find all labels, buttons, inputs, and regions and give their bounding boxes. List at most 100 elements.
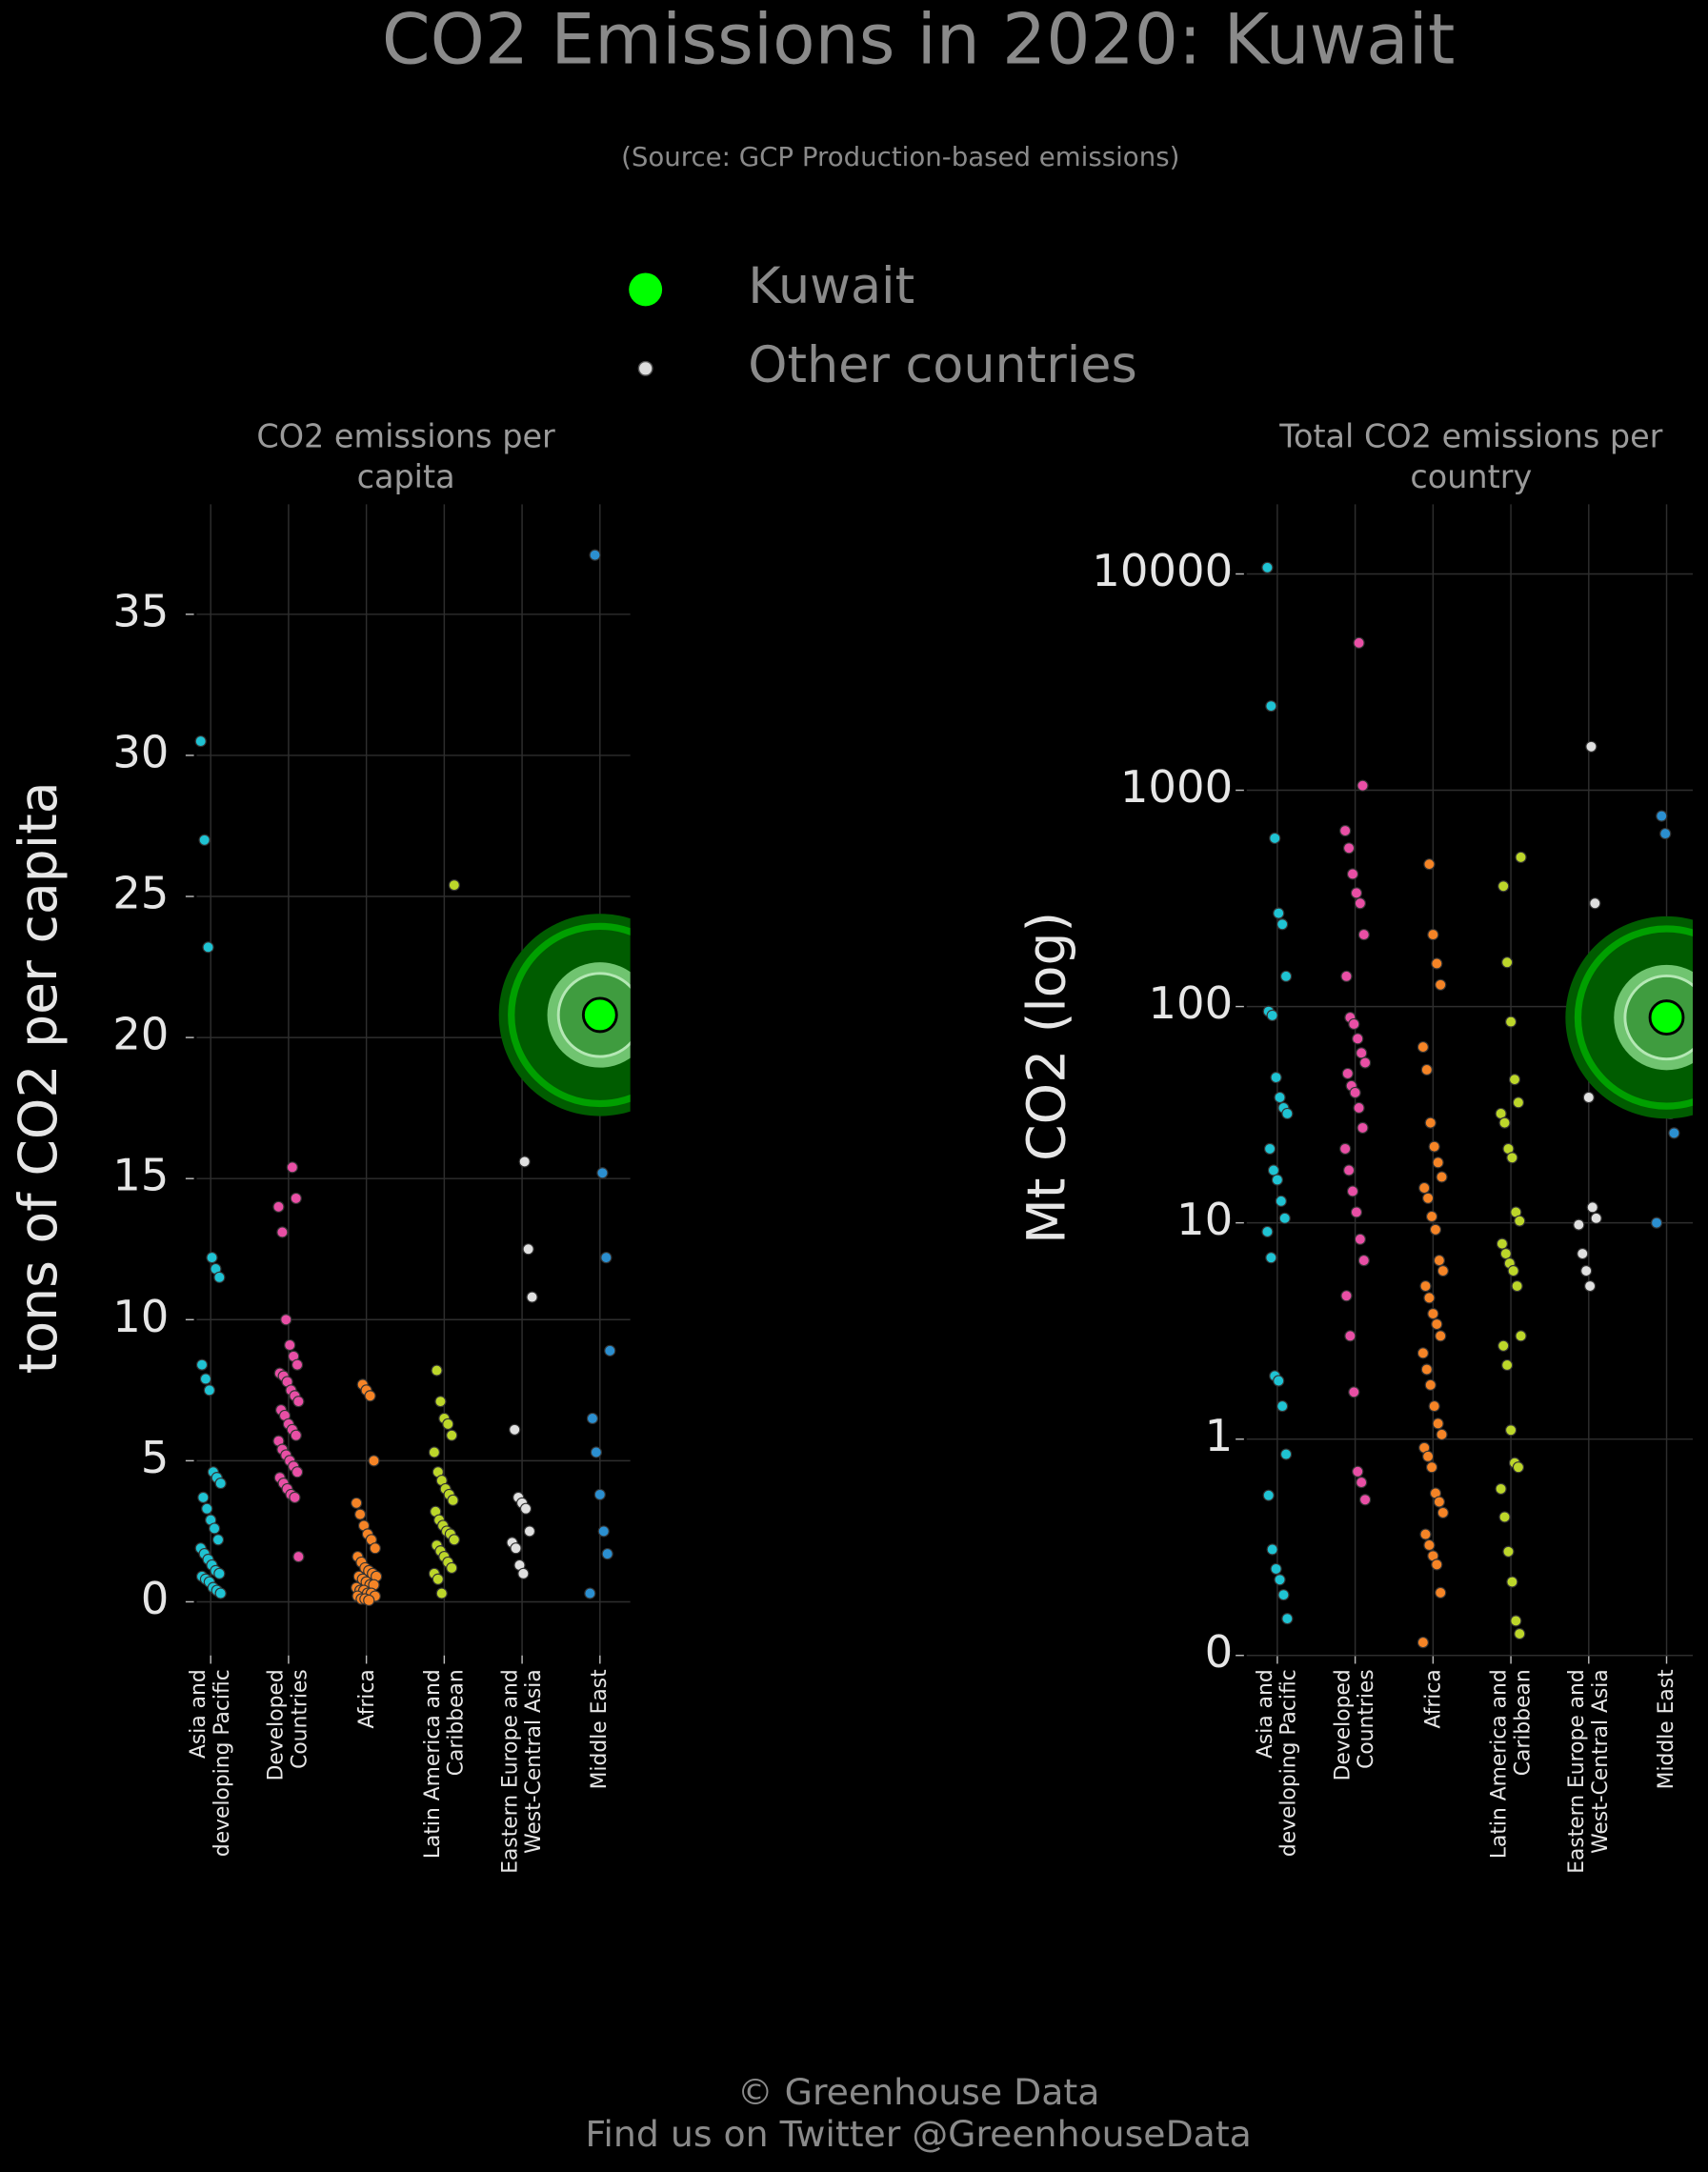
point <box>291 1466 304 1478</box>
point <box>351 1497 363 1509</box>
subtitle: (Source: GCP Production-based emissions) <box>621 141 1179 172</box>
highlight-halo <box>1565 915 1694 1119</box>
point <box>363 1594 375 1607</box>
point <box>1437 1506 1449 1518</box>
point <box>194 735 207 748</box>
point <box>1279 1448 1293 1460</box>
point <box>596 1167 609 1179</box>
point <box>522 1243 534 1256</box>
point <box>1358 1494 1372 1506</box>
point <box>434 1396 447 1408</box>
y-tick-label: 30 <box>112 726 169 777</box>
point <box>368 1455 380 1467</box>
point <box>448 1534 460 1546</box>
point <box>1417 1040 1429 1054</box>
point <box>1431 1559 1443 1571</box>
footer: Find us on Twitter @GreenhouseData <box>585 2113 1251 2155</box>
point <box>1589 897 1601 910</box>
point <box>1501 956 1514 969</box>
panel-title: CO2 emissions per capita <box>256 419 555 496</box>
point <box>1420 1363 1433 1376</box>
point <box>1276 1400 1289 1413</box>
point <box>1265 1252 1277 1264</box>
point <box>1261 1225 1274 1238</box>
point <box>1499 1247 1512 1260</box>
point <box>1425 1210 1438 1223</box>
point <box>1429 1223 1442 1236</box>
point <box>1278 1212 1291 1224</box>
point <box>1427 928 1439 941</box>
point <box>1265 700 1277 713</box>
point <box>1590 1212 1602 1224</box>
point <box>1277 1589 1290 1601</box>
point <box>213 1567 226 1579</box>
x-tick-label: Asia and developing Pacific <box>185 1669 234 1858</box>
point <box>435 1587 448 1599</box>
point <box>211 1534 225 1546</box>
point <box>1433 1255 1446 1267</box>
point <box>1582 1091 1595 1104</box>
point <box>364 1390 376 1402</box>
point <box>1339 824 1352 837</box>
point <box>1656 810 1668 822</box>
point <box>604 1344 616 1357</box>
point <box>1346 1185 1359 1197</box>
point <box>1514 1215 1526 1227</box>
point <box>1417 1347 1429 1359</box>
point <box>1423 1292 1436 1304</box>
x-tick-label: Eastern Europe and West-Central Asia <box>496 1669 546 1874</box>
point <box>1650 1217 1663 1229</box>
point <box>584 1587 596 1599</box>
point <box>1348 1017 1360 1031</box>
point <box>1342 842 1356 855</box>
y-tick-label: 5 <box>141 1432 170 1483</box>
point <box>272 1200 285 1213</box>
point <box>1352 1465 1364 1478</box>
point <box>1354 897 1366 910</box>
point <box>1433 1496 1446 1508</box>
point <box>517 1567 530 1579</box>
point <box>1506 1152 1518 1164</box>
point <box>1502 1545 1515 1558</box>
point <box>1422 1450 1435 1462</box>
legend-marker <box>629 272 663 307</box>
point <box>1432 1156 1444 1169</box>
y-tick-label: 20 <box>112 1009 169 1060</box>
point <box>1419 1528 1432 1540</box>
point <box>432 1573 444 1585</box>
point <box>1270 1562 1282 1576</box>
point <box>290 1429 302 1441</box>
point <box>431 1364 443 1377</box>
point <box>1344 1330 1356 1342</box>
y-tick-label: 25 <box>112 868 169 919</box>
point <box>284 1338 296 1352</box>
point <box>1342 1164 1356 1176</box>
point <box>1501 1358 1514 1372</box>
highlight-point <box>1648 999 1685 1036</box>
point <box>1436 1428 1448 1440</box>
point <box>206 1252 218 1264</box>
point <box>600 1252 613 1264</box>
point <box>1428 1140 1440 1153</box>
x-tick-label: Latin America and Caribbean <box>1485 1669 1535 1860</box>
point <box>1515 851 1527 863</box>
point <box>1512 1461 1525 1474</box>
point <box>597 1525 610 1538</box>
point <box>1514 1627 1526 1640</box>
point <box>1340 1290 1353 1302</box>
point <box>1423 1538 1436 1552</box>
x-tick-label: Developed Countries <box>263 1669 312 1781</box>
x-tick-label: Eastern Europe and West-Central Asia <box>1563 1669 1613 1874</box>
point <box>1511 1279 1523 1293</box>
point <box>1341 1067 1354 1080</box>
point <box>1354 1233 1366 1245</box>
point <box>1263 1142 1276 1155</box>
point <box>1276 918 1289 931</box>
y-tick-label: 1 <box>1205 1410 1234 1461</box>
point <box>428 1446 440 1458</box>
point <box>601 1548 613 1560</box>
x-tick-label: Latin America and Caribbean <box>419 1669 469 1860</box>
point <box>291 1358 304 1371</box>
point <box>214 1477 227 1490</box>
